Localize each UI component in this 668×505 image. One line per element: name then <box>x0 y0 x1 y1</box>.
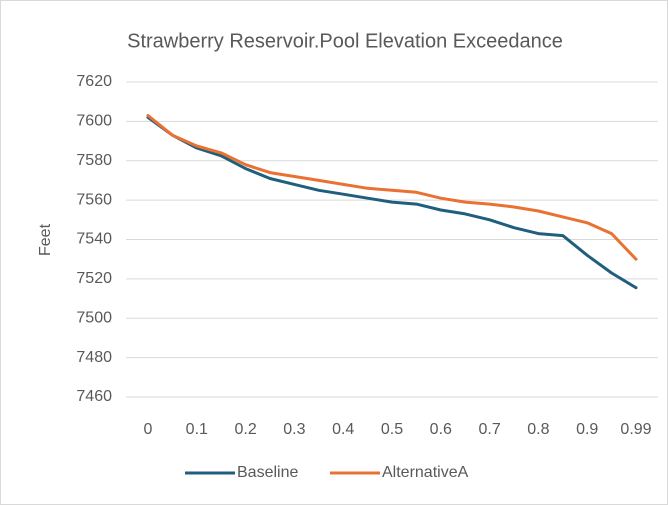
x-tick-label: 0 <box>144 421 153 438</box>
line-series <box>146 114 638 261</box>
x-tick-label: 0.4 <box>332 421 354 438</box>
x-tick-label: 0.8 <box>527 421 549 438</box>
x-tick-label: 0.5 <box>381 421 403 438</box>
y-tick-label: 7460 <box>76 388 112 405</box>
x-tick-label: 0.3 <box>283 421 305 438</box>
y-tick-label: 7560 <box>76 191 112 208</box>
y-tick-label: 7580 <box>76 152 112 169</box>
x-tick-label: 0.9 <box>576 421 598 438</box>
y-tick-label: 7480 <box>76 349 112 366</box>
legend-label: AlternativeA <box>382 464 469 481</box>
x-tick-label: 0.1 <box>186 421 208 438</box>
x-tick-label: 0.2 <box>234 421 256 438</box>
line-series <box>146 115 638 290</box>
legend-label: Baseline <box>237 464 298 481</box>
x-tick-label: 0.6 <box>430 421 452 438</box>
y-tick-label: 7500 <box>76 309 112 326</box>
y-tick-label: 7620 <box>76 73 112 90</box>
x-tick-label: 0.99 <box>620 421 651 438</box>
y-tick-label: 7520 <box>76 270 112 287</box>
y-tick-label: 7540 <box>76 231 112 248</box>
x-tick-label: 0.7 <box>478 421 500 438</box>
y-tick-label: 7600 <box>76 113 112 130</box>
chart-title: Strawberry Reservoir.Pool Elevation Exce… <box>127 30 563 52</box>
y-axis-label: Feet <box>37 223 54 256</box>
